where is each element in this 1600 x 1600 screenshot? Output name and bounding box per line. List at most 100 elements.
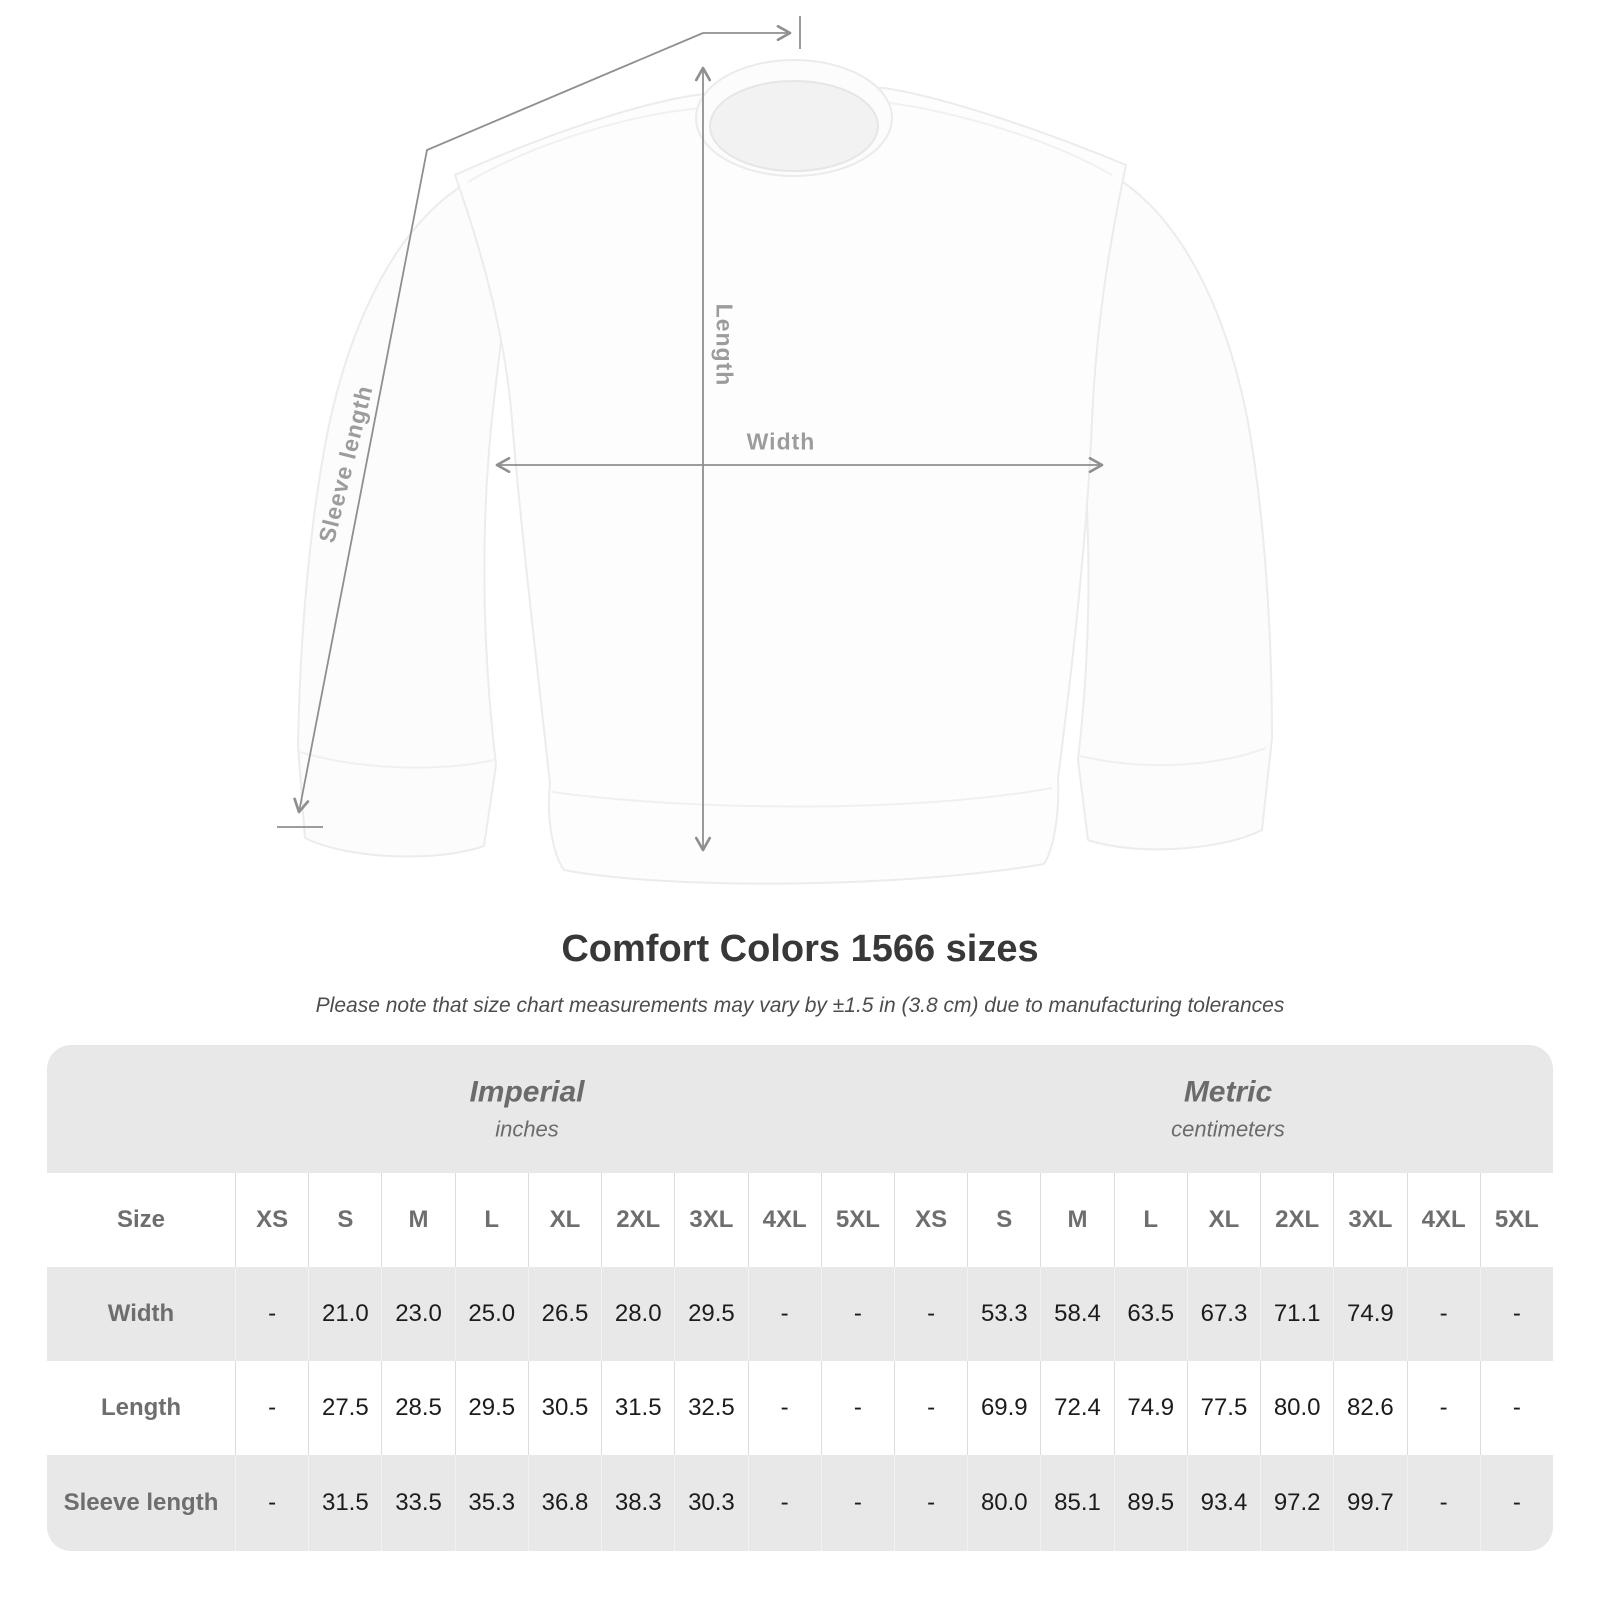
table-cell: 85.1 (1040, 1455, 1113, 1551)
size-chart-table: Imperial inches Metric centimeters Size … (47, 1045, 1553, 1551)
table-cell: 36.8 (527, 1455, 601, 1551)
table-cell: 97.2 (1260, 1455, 1333, 1551)
column-header: XS (235, 1173, 308, 1267)
table-cell: - (1479, 1361, 1553, 1455)
table-cell: 58.4 (1040, 1267, 1113, 1361)
table-cell: 72.4 (1040, 1361, 1113, 1455)
size-header-cell: Size (116, 1206, 166, 1233)
left-sleeve (297, 181, 525, 858)
column-header: XL (527, 1173, 601, 1267)
table-cell: 33.5 (381, 1455, 454, 1551)
table-cell: - (1406, 1267, 1480, 1361)
table-cell: - (1406, 1455, 1480, 1551)
table-row-length: Length - 27.5 28.5 29.5 30.5 31.5 32.5 -… (47, 1361, 1553, 1455)
table-row-width: Width - 21.0 23.0 25.0 26.5 28.0 29.5 - … (47, 1267, 1553, 1361)
table-cell: 30.5 (527, 1361, 601, 1455)
column-header: L (454, 1173, 528, 1267)
size-header-row: Size XS S M L XL 2XL 3XL 4XL 5XL XS S M … (47, 1173, 1553, 1267)
imperial-title: Imperial (469, 1075, 585, 1109)
table-row-sleeve-length: Sleeve length - 31.5 33.5 35.3 36.8 38.3… (47, 1455, 1553, 1551)
table-cell: - (747, 1267, 821, 1361)
column-header: 4XL (1406, 1173, 1480, 1267)
column-header: M (381, 1173, 454, 1267)
page-title: Comfort Colors 1566 sizes (561, 928, 1039, 970)
table-cell: - (893, 1455, 967, 1551)
table-cell: 28.0 (601, 1267, 674, 1361)
column-header: XL (1186, 1173, 1260, 1267)
left-shoulder-seam (467, 107, 707, 183)
table-cell: - (820, 1361, 894, 1455)
table-cell: 69.9 (967, 1361, 1040, 1455)
table-cell: 23.0 (381, 1267, 454, 1361)
metric-unit-group: Metric centimeters (1171, 1076, 1285, 1143)
column-header: S (308, 1173, 381, 1267)
column-header: S (967, 1173, 1040, 1267)
table-cell: - (893, 1361, 967, 1455)
tolerance-note: Please note that size chart measurements… (315, 994, 1285, 1017)
column-header: XS (893, 1173, 967, 1267)
sweatshirt-illustration (277, 16, 1273, 885)
table-cell: - (820, 1455, 894, 1551)
length-measure-label: Length (711, 303, 738, 387)
table-cell: 63.5 (1113, 1267, 1187, 1361)
table-cell: 67.3 (1186, 1267, 1260, 1361)
table-cell: 27.5 (308, 1361, 381, 1455)
left-cuff-seam (299, 751, 495, 769)
table-cell: 25.0 (454, 1267, 528, 1361)
table-cell: - (747, 1361, 821, 1455)
table-cell: - (820, 1267, 894, 1361)
column-header: 4XL (747, 1173, 821, 1267)
table-cell: - (235, 1361, 308, 1455)
table-cell: - (1479, 1267, 1553, 1361)
table-cell: - (235, 1455, 308, 1551)
column-header: M (1040, 1173, 1113, 1267)
table-cell: 32.5 (674, 1361, 747, 1455)
width-measure-label: Width (746, 428, 816, 455)
table-cell: 21.0 (308, 1267, 381, 1361)
table-cell: 93.4 (1186, 1455, 1260, 1551)
metric-unit: centimeters (1171, 1116, 1285, 1142)
table-cell: 74.9 (1333, 1267, 1406, 1361)
table-cell: 28.5 (381, 1361, 454, 1455)
row-label: Sleeve length (63, 1489, 219, 1516)
table-cell: - (1406, 1361, 1480, 1455)
right-shoulder-seam (881, 101, 1113, 176)
column-header: 5XL (1479, 1173, 1553, 1267)
column-header: L (1113, 1173, 1187, 1267)
table-cell: 31.5 (601, 1361, 674, 1455)
hem-seam (551, 787, 1053, 808)
row-label: Width (107, 1300, 175, 1327)
sweatshirt-body (454, 87, 1127, 885)
table-cell: 89.5 (1113, 1455, 1187, 1551)
table-cell: 80.0 (1260, 1361, 1333, 1455)
metric-title: Metric (1183, 1075, 1273, 1109)
column-header: 3XL (1333, 1173, 1406, 1267)
column-header: 5XL (820, 1173, 894, 1267)
table-cell: 71.1 (1260, 1267, 1333, 1361)
table-cell: 29.5 (674, 1267, 747, 1361)
table-cell: 99.7 (1333, 1455, 1406, 1551)
table-cell: - (893, 1267, 967, 1361)
table-cell: 30.3 (674, 1455, 747, 1551)
right-cuff-seam (1079, 747, 1267, 767)
table-cell: 29.5 (454, 1361, 528, 1455)
table-cell: 82.6 (1333, 1361, 1406, 1455)
table-cell: 38.3 (601, 1455, 674, 1551)
unit-header-band: Imperial inches Metric centimeters (47, 1045, 1553, 1173)
collar-opening (709, 80, 879, 172)
column-header: 2XL (1260, 1173, 1333, 1267)
sleeve-length-arrow (293, 32, 704, 814)
table-cell: 80.0 (967, 1455, 1040, 1551)
imperial-unit-group: Imperial inches (469, 1076, 584, 1143)
table-cell: - (1479, 1455, 1553, 1551)
sweatshirt-measurement-diagram: Length Width Sleeve length (277, 16, 1273, 885)
table-cell: - (235, 1267, 308, 1361)
imperial-unit: inches (495, 1116, 559, 1142)
table-cell: 77.5 (1186, 1361, 1260, 1455)
row-label: Length (101, 1394, 181, 1421)
table-cell: - (747, 1455, 821, 1551)
table-cell: 35.3 (454, 1455, 528, 1551)
table-cell: 31.5 (308, 1455, 381, 1551)
table-cell: 74.9 (1113, 1361, 1187, 1455)
